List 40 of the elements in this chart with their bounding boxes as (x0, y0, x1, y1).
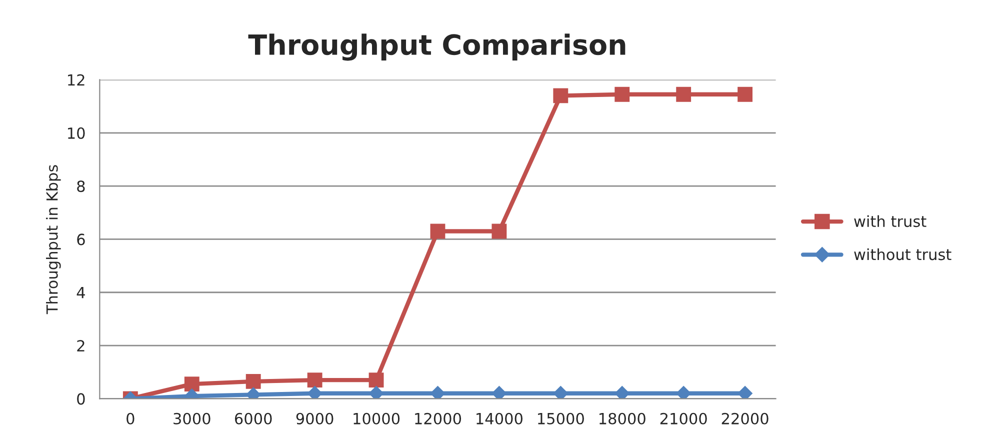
point (307, 386, 322, 399)
x-tick-label: 6000 (234, 412, 272, 424)
y-tick-label: 8 (77, 180, 85, 192)
x-tick-label: 3000 (174, 412, 210, 424)
x-tick-label: 18000 (600, 412, 646, 424)
y-tick-label: 4 (76, 287, 85, 298)
y-tick-label: 12 (68, 74, 84, 86)
y-tick-label: 2 (77, 340, 84, 352)
x-tick-label: 22000 (722, 412, 768, 424)
point (492, 386, 507, 399)
point (614, 86, 630, 102)
point (553, 386, 568, 399)
x-tick-label: 9000 (296, 412, 334, 424)
point (368, 372, 384, 388)
point (492, 224, 507, 239)
x-tick-label: 14000 (476, 412, 522, 424)
chart-title: Throughput Comparison (248, 34, 626, 61)
point (614, 386, 630, 399)
point (184, 376, 200, 392)
legend-label: without trust (854, 248, 952, 260)
point (738, 86, 753, 102)
y-tick-label: 6 (77, 234, 85, 246)
x-tick-label: 10000 (354, 412, 400, 424)
legend-label: with trust (854, 215, 926, 228)
point (246, 374, 261, 389)
point (676, 386, 691, 399)
x-tick-label: 0 (126, 412, 134, 424)
x-tick-label: 15000 (538, 412, 584, 424)
point (307, 372, 322, 388)
y-tick-label: 10 (68, 127, 85, 139)
x-tick-label: 12000 (415, 412, 462, 424)
point (430, 224, 446, 239)
y-tick-label: 0 (77, 393, 85, 405)
point (738, 386, 752, 399)
point (676, 86, 692, 102)
point (553, 88, 568, 104)
y-axis-title: Throughput in Kbps (46, 165, 61, 314)
x-tick-label: 21000 (660, 412, 707, 424)
point (430, 386, 446, 399)
point (368, 386, 384, 399)
